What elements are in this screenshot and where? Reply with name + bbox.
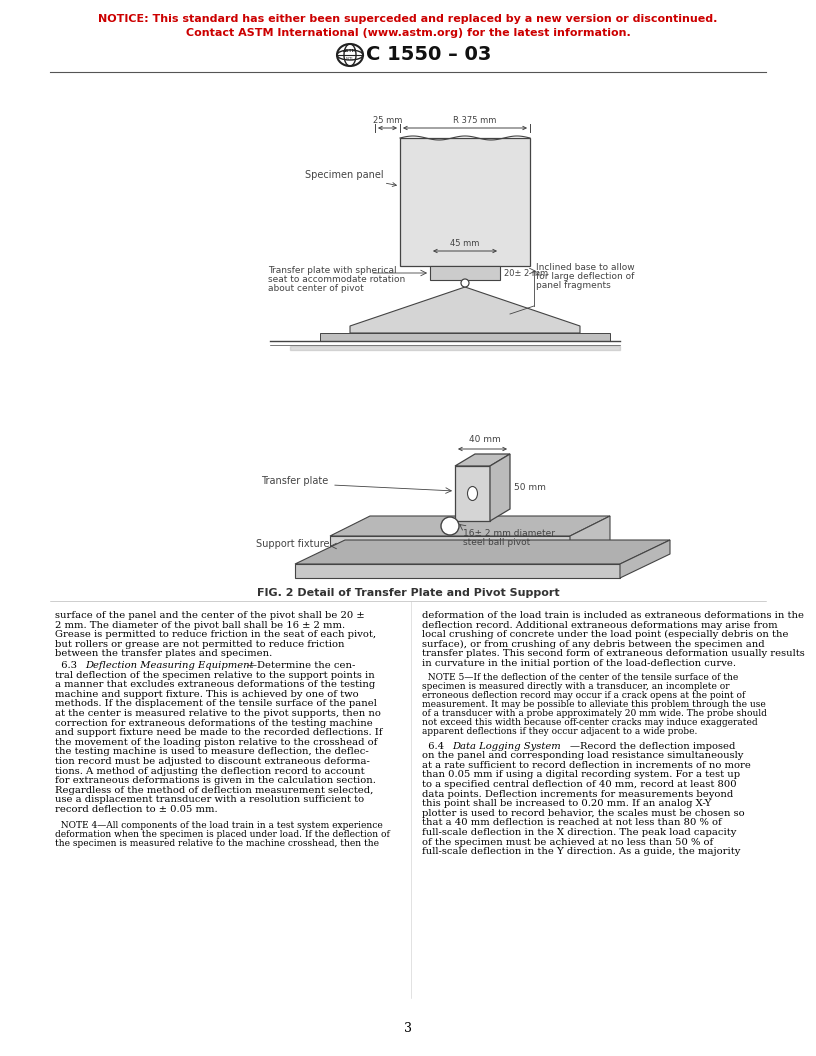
Text: NOTICE: This standard has either been superceded and replaced by a new version o: NOTICE: This standard has either been su… xyxy=(98,14,718,24)
Text: this point shall be increased to 0.20 mm. If an analog X-Y: this point shall be increased to 0.20 mm… xyxy=(422,799,712,808)
Text: for extraneous deformations is given in the calculation section.: for extraneous deformations is given in … xyxy=(55,776,376,786)
Bar xyxy=(320,333,610,341)
Text: 16± 2 mm diameter: 16± 2 mm diameter xyxy=(463,529,555,538)
Text: than 0.05 mm if using a digital recording system. For a test up: than 0.05 mm if using a digital recordin… xyxy=(422,771,740,779)
Polygon shape xyxy=(620,540,670,578)
Text: 45 mm: 45 mm xyxy=(450,239,480,248)
Text: NOTE 5—If the deflection of the center of the tensile surface of the: NOTE 5—If the deflection of the center o… xyxy=(422,673,738,681)
Text: plotter is used to record behavior, the scales must be chosen so: plotter is used to record behavior, the … xyxy=(422,809,745,817)
Text: Regardless of the method of deflection measurement selected,: Regardless of the method of deflection m… xyxy=(55,786,374,795)
Text: local crushing of concrete under the load point (especially debris on the: local crushing of concrete under the loa… xyxy=(422,630,788,639)
Polygon shape xyxy=(490,454,510,521)
Text: at a rate sufficient to record deflection in increments of no more: at a rate sufficient to record deflectio… xyxy=(422,760,751,770)
Text: Inclined base to allow: Inclined base to allow xyxy=(536,263,635,272)
Text: that a 40 mm deflection is reached at not less than 80 % of: that a 40 mm deflection is reached at no… xyxy=(422,818,721,828)
Text: about center of pivot: about center of pivot xyxy=(268,284,364,293)
Text: methods. If the displacement of the tensile surface of the panel: methods. If the displacement of the tens… xyxy=(55,699,377,709)
Text: C 1550 – 03: C 1550 – 03 xyxy=(366,45,491,64)
Circle shape xyxy=(461,279,469,287)
Text: 2 mm. The diameter of the pivot ball shall be 16 ± 2 mm.: 2 mm. The diameter of the pivot ball sha… xyxy=(55,621,345,629)
Text: on the panel and corresponding load resistance simultaneously: on the panel and corresponding load resi… xyxy=(422,751,743,760)
Text: tions. A method of adjusting the deflection record to account: tions. A method of adjusting the deflect… xyxy=(55,767,365,775)
Text: NOTE 4—All components of the load train in a test system experience: NOTE 4—All components of the load train … xyxy=(55,821,383,830)
Text: Support fixture: Support fixture xyxy=(256,539,330,549)
Text: between the transfer plates and specimen.: between the transfer plates and specimen… xyxy=(55,649,273,658)
Text: surface), or from crushing of any debris between the specimen and: surface), or from crushing of any debris… xyxy=(422,640,765,649)
Text: Transfer plate: Transfer plate xyxy=(261,476,328,486)
Text: the specimen is measured relative to the machine crosshead, then the: the specimen is measured relative to the… xyxy=(55,838,379,848)
Text: FIG. 2 Detail of Transfer Plate and Pivot Support: FIG. 2 Detail of Transfer Plate and Pivo… xyxy=(257,588,559,598)
Text: tral deflection of the specimen relative to the support points in: tral deflection of the specimen relative… xyxy=(55,671,375,680)
Text: for large deflection of: for large deflection of xyxy=(536,272,634,281)
Text: Contact ASTM International (www.astm.org) for the latest information.: Contact ASTM International (www.astm.org… xyxy=(185,29,631,38)
Text: correction for extraneous deformations of the testing machine: correction for extraneous deformations o… xyxy=(55,718,373,728)
Text: 3: 3 xyxy=(404,1021,412,1035)
Text: ASTM: ASTM xyxy=(343,49,357,53)
Polygon shape xyxy=(455,466,490,521)
Text: Deflection Measuring Equipment: Deflection Measuring Equipment xyxy=(85,661,254,670)
Text: measurement. It may be possible to alleviate this problem through the use: measurement. It may be possible to allev… xyxy=(422,700,765,709)
Text: machine and support fixture. This is achieved by one of two: machine and support fixture. This is ach… xyxy=(55,690,358,699)
Text: full-scale deflection in the Y direction. As a guide, the majority: full-scale deflection in the Y direction… xyxy=(422,847,740,856)
Text: erroneous deflection record may occur if a crack opens at the point of: erroneous deflection record may occur if… xyxy=(422,691,745,700)
Text: Grease is permitted to reduce friction in the seat of each pivot,: Grease is permitted to reduce friction i… xyxy=(55,630,376,639)
Text: steel ball pivot: steel ball pivot xyxy=(463,538,530,547)
Polygon shape xyxy=(350,287,580,333)
Text: to a specified central deflection of 40 mm, record at least 800: to a specified central deflection of 40 … xyxy=(422,780,737,789)
Text: 6.4: 6.4 xyxy=(422,741,447,751)
Text: —Determine the cen-: —Determine the cen- xyxy=(247,661,356,670)
Polygon shape xyxy=(330,536,570,566)
Text: Transfer plate with spherical: Transfer plate with spherical xyxy=(268,266,397,275)
Text: use a displacement transducer with a resolution sufficient to: use a displacement transducer with a res… xyxy=(55,795,364,805)
Polygon shape xyxy=(330,516,610,536)
Polygon shape xyxy=(295,564,620,578)
Text: INTL: INTL xyxy=(346,57,354,61)
Text: deflection record. Additional extraneous deformations may arise from: deflection record. Additional extraneous… xyxy=(422,621,778,629)
Text: specimen is measured directly with a transducer, an incomplete or: specimen is measured directly with a tra… xyxy=(422,681,730,691)
Text: 50 mm: 50 mm xyxy=(514,483,546,492)
Circle shape xyxy=(441,517,459,535)
Text: Data Logging System: Data Logging System xyxy=(452,741,561,751)
Text: a manner that excludes extraneous deformations of the testing: a manner that excludes extraneous deform… xyxy=(55,680,375,690)
Text: tion record must be adjusted to discount extraneous deforma-: tion record must be adjusted to discount… xyxy=(55,757,370,766)
Text: 40 mm: 40 mm xyxy=(468,435,500,444)
Polygon shape xyxy=(295,540,670,564)
Text: full-scale deflection in the X direction. The peak load capacity: full-scale deflection in the X direction… xyxy=(422,828,736,837)
Text: deformation when the specimen is placed under load. If the deflection of: deformation when the specimen is placed … xyxy=(55,830,390,838)
Text: apparent deflections if they occur adjacent to a wide probe.: apparent deflections if they occur adjac… xyxy=(422,727,698,736)
Text: —Record the deflection imposed: —Record the deflection imposed xyxy=(570,741,735,751)
Text: 6.3: 6.3 xyxy=(55,661,80,670)
Ellipse shape xyxy=(468,487,477,501)
Text: in curvature in the initial portion of the load-deflection curve.: in curvature in the initial portion of t… xyxy=(422,659,736,668)
Text: record deflection to ± 0.05 mm.: record deflection to ± 0.05 mm. xyxy=(55,805,218,814)
Polygon shape xyxy=(570,516,610,566)
Text: data points. Deflection increments for measurements beyond: data points. Deflection increments for m… xyxy=(422,790,734,798)
Text: and support fixture need be made to the recorded deflections. If: and support fixture need be made to the … xyxy=(55,729,383,737)
Text: of a transducer with a probe approximately 20 mm wide. The probe should: of a transducer with a probe approximate… xyxy=(422,709,767,718)
Text: R 375 mm: R 375 mm xyxy=(454,116,497,125)
Text: 25 mm: 25 mm xyxy=(373,116,402,125)
Text: but rollers or grease are not permitted to reduce friction: but rollers or grease are not permitted … xyxy=(55,640,344,648)
Bar xyxy=(430,266,500,280)
Text: 20± 2 mm: 20± 2 mm xyxy=(504,268,548,278)
Text: the testing machine is used to measure deflection, the deflec-: the testing machine is used to measure d… xyxy=(55,748,369,756)
Text: panel fragments: panel fragments xyxy=(536,281,610,290)
Text: the movement of the loading piston relative to the crosshead of: the movement of the loading piston relat… xyxy=(55,738,377,747)
Polygon shape xyxy=(455,454,510,466)
Text: deformation of the load train is included as extraneous deformations in the: deformation of the load train is include… xyxy=(422,611,804,620)
Text: not exceed this width because off-center cracks may induce exaggerated: not exceed this width because off-center… xyxy=(422,718,757,727)
Text: at the center is measured relative to the pivot supports, then no: at the center is measured relative to th… xyxy=(55,709,381,718)
Text: Specimen panel: Specimen panel xyxy=(305,170,397,187)
Bar xyxy=(400,138,530,266)
Text: transfer plates. This second form of extraneous deformation usually results: transfer plates. This second form of ext… xyxy=(422,649,805,658)
Text: of the specimen must be achieved at no less than 50 % of: of the specimen must be achieved at no l… xyxy=(422,837,713,847)
Text: surface of the panel and the center of the pivot shall be 20 ±: surface of the panel and the center of t… xyxy=(55,611,365,620)
Text: seat to accommodate rotation: seat to accommodate rotation xyxy=(268,275,406,284)
